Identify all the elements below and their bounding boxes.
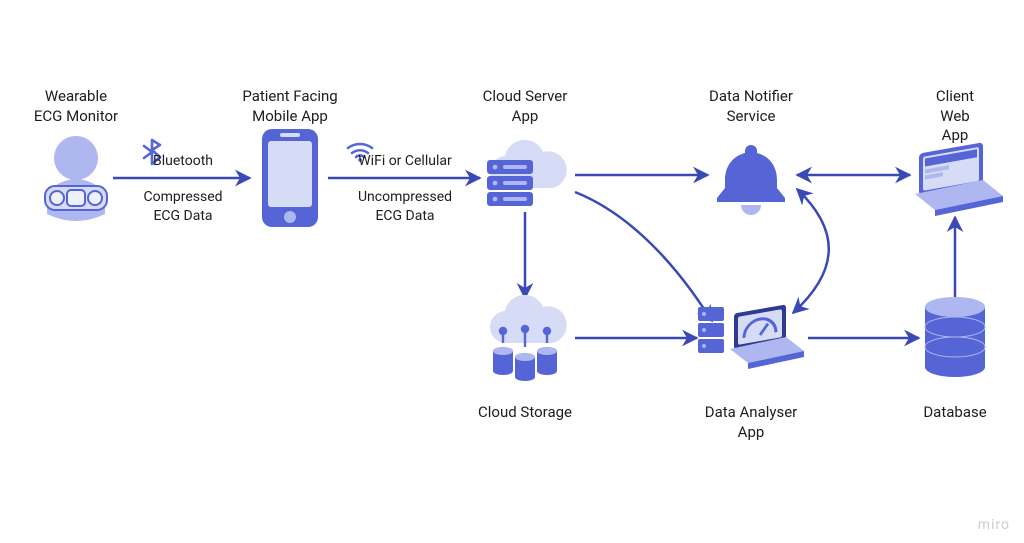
wearable-label: Wearable ECG Monitor [34,87,118,126]
data-analyser-icon [696,297,806,379]
database-label: Database [923,403,986,423]
diagram-canvas: Wearable ECG Monitor Patient Facing Mobi… [0,0,1024,543]
edge-analyser-to-notifier-curve-bi [793,189,829,313]
analyser-label: Data Analyser App [705,403,798,442]
notifier-bell-icon [707,139,795,221]
edges-layer [0,0,1024,543]
cloud-server-icon [477,136,573,214]
cloudstorage-label: Cloud Storage [478,403,572,423]
edge-label-bluetooth: Bluetooth Compressed ECG Data [143,152,222,225]
mobile-label: Patient Facing Mobile App [242,87,337,126]
edge-cloudserver-to-analyser-curve [575,192,712,321]
wearable-monitor-icon [37,134,115,222]
miro-watermark: miro [978,517,1010,533]
notifier-label: Data Notifier Service [709,87,793,126]
cloudserver-label: Cloud Server App [483,87,568,126]
mobile-app-icon [258,127,322,229]
clientweb-label: Client Web App [921,87,990,146]
database-icon [920,297,990,379]
cloud-storage-icon [477,295,573,381]
client-web-laptop-icon [905,140,1005,216]
edge-label-wifi: WiFi or Cellular Uncompressed ECG Data [358,152,452,225]
